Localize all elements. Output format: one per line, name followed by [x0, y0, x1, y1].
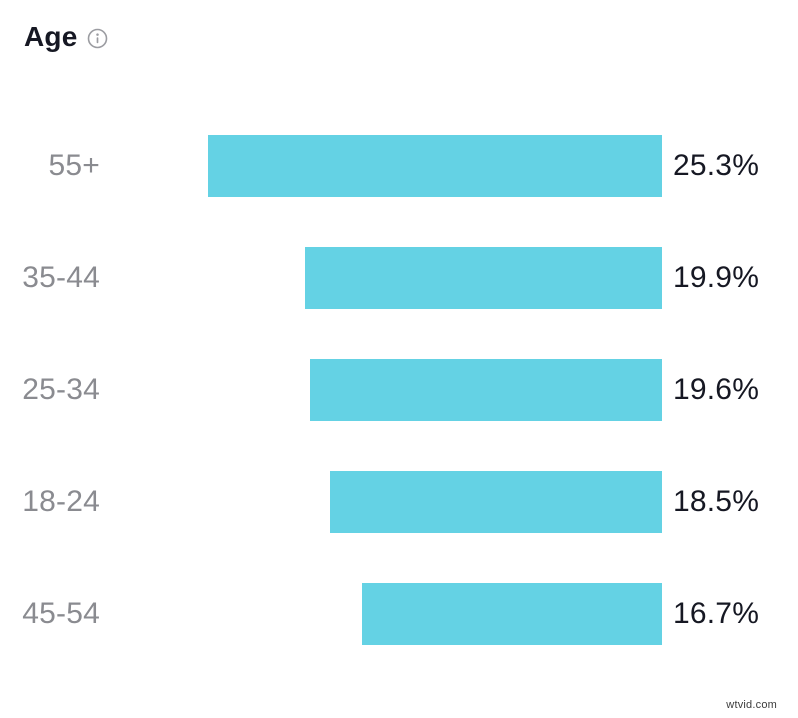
value-label: 16.7%: [673, 597, 760, 630]
value-label: 25.3%: [673, 149, 760, 182]
category-label: 55+: [48, 149, 100, 182]
bar: [330, 471, 662, 533]
bar: [310, 359, 662, 421]
value-label: 19.6%: [673, 373, 760, 406]
chart-row: 25-34 19.6%: [0, 359, 798, 421]
chart-title: Age: [24, 21, 78, 52]
chart-row: 35-44 19.9%: [0, 247, 798, 309]
bar: [362, 583, 662, 645]
info-icon-glyph: [87, 28, 107, 49]
bar-track: [100, 471, 662, 533]
chart-row: 45-54 16.7%: [0, 583, 798, 645]
bar: [208, 135, 662, 197]
age-chart: 55+ 25.3% 35-44 19.9% 25-34 19.6% 18-24 …: [0, 135, 798, 645]
value-label: 18.5%: [673, 485, 760, 518]
bar: [305, 247, 662, 309]
bar-track: [100, 359, 662, 421]
category-label: 18-24: [22, 485, 100, 518]
bar-track: [100, 135, 662, 197]
watermark: wtvid.com: [726, 699, 777, 711]
category-label: 25-34: [22, 373, 100, 406]
bar-track: [100, 583, 662, 645]
category-label: 35-44: [22, 261, 100, 294]
chart-row: 18-24 18.5%: [0, 471, 798, 533]
value-label: 19.9%: [673, 261, 760, 294]
chart-header: Age: [24, 21, 108, 53]
info-icon[interactable]: [87, 28, 108, 49]
category-label: 45-54: [22, 597, 100, 630]
chart-row: 55+ 25.3%: [0, 135, 798, 197]
bar-track: [100, 247, 662, 309]
